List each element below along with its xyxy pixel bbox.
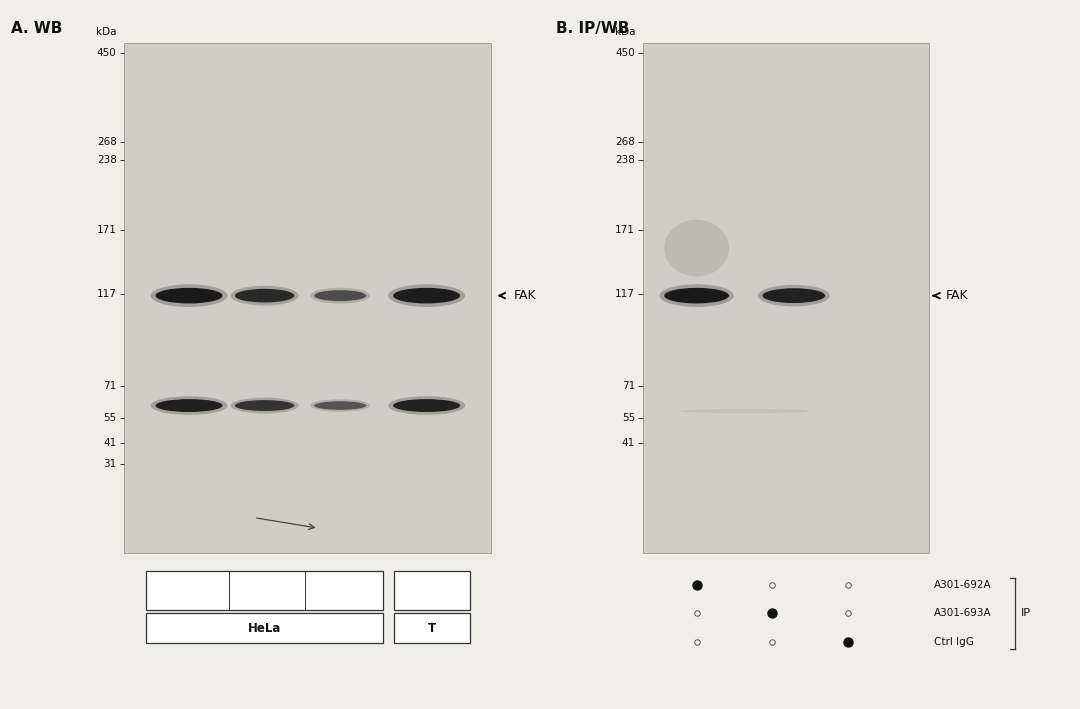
Text: 171: 171 [616, 225, 635, 235]
Text: 55: 55 [104, 413, 117, 423]
Ellipse shape [680, 409, 810, 413]
Ellipse shape [393, 288, 460, 303]
Ellipse shape [150, 284, 228, 307]
Text: 71: 71 [104, 381, 117, 391]
Ellipse shape [659, 284, 734, 307]
Ellipse shape [235, 289, 294, 303]
Ellipse shape [762, 289, 825, 303]
Ellipse shape [314, 290, 366, 301]
Text: FAK: FAK [946, 289, 969, 302]
Text: 31: 31 [104, 459, 117, 469]
Ellipse shape [664, 288, 729, 303]
Text: 117: 117 [97, 289, 117, 299]
Ellipse shape [235, 400, 294, 411]
Bar [146, 613, 383, 643]
Text: 41: 41 [104, 438, 117, 448]
Ellipse shape [156, 399, 222, 412]
Ellipse shape [230, 286, 299, 306]
Ellipse shape [664, 220, 729, 277]
Text: 117: 117 [616, 289, 635, 299]
Text: 50: 50 [180, 584, 198, 597]
Ellipse shape [310, 288, 370, 303]
Ellipse shape [393, 399, 460, 412]
Text: T: T [428, 622, 436, 635]
Text: 5: 5 [336, 584, 345, 597]
Text: IP: IP [1021, 608, 1030, 618]
Ellipse shape [664, 220, 729, 277]
Text: 55: 55 [622, 413, 635, 423]
Ellipse shape [664, 220, 729, 277]
Bar [394, 571, 470, 610]
Text: 238: 238 [97, 155, 117, 164]
Ellipse shape [230, 398, 299, 413]
Text: 238: 238 [616, 155, 635, 164]
Text: 450: 450 [616, 48, 635, 58]
Text: B. IP/WB: B. IP/WB [556, 21, 630, 36]
Bar [643, 43, 929, 553]
Text: 450: 450 [97, 48, 117, 58]
Text: A301-693A: A301-693A [934, 608, 991, 618]
Text: FAK: FAK [514, 289, 537, 302]
Text: 15: 15 [256, 584, 273, 597]
Ellipse shape [388, 284, 465, 307]
Text: 268: 268 [97, 137, 117, 147]
Text: 71: 71 [622, 381, 635, 391]
Text: 268: 268 [616, 137, 635, 147]
Bar [394, 613, 470, 643]
Bar [124, 43, 491, 553]
Ellipse shape [758, 285, 829, 306]
Text: kDa: kDa [96, 27, 117, 37]
Text: HeLa: HeLa [248, 622, 281, 635]
Text: Ctrl IgG: Ctrl IgG [934, 637, 974, 647]
Text: A. WB: A. WB [11, 21, 63, 36]
Text: A301-692A: A301-692A [934, 580, 991, 590]
Bar [146, 571, 383, 610]
Text: 171: 171 [97, 225, 117, 235]
Ellipse shape [388, 396, 465, 415]
Text: 41: 41 [622, 438, 635, 448]
Ellipse shape [310, 399, 370, 412]
Ellipse shape [150, 396, 228, 415]
Text: 50: 50 [418, 584, 435, 597]
Ellipse shape [156, 288, 222, 303]
Ellipse shape [314, 401, 366, 410]
Text: kDa: kDa [615, 27, 635, 37]
